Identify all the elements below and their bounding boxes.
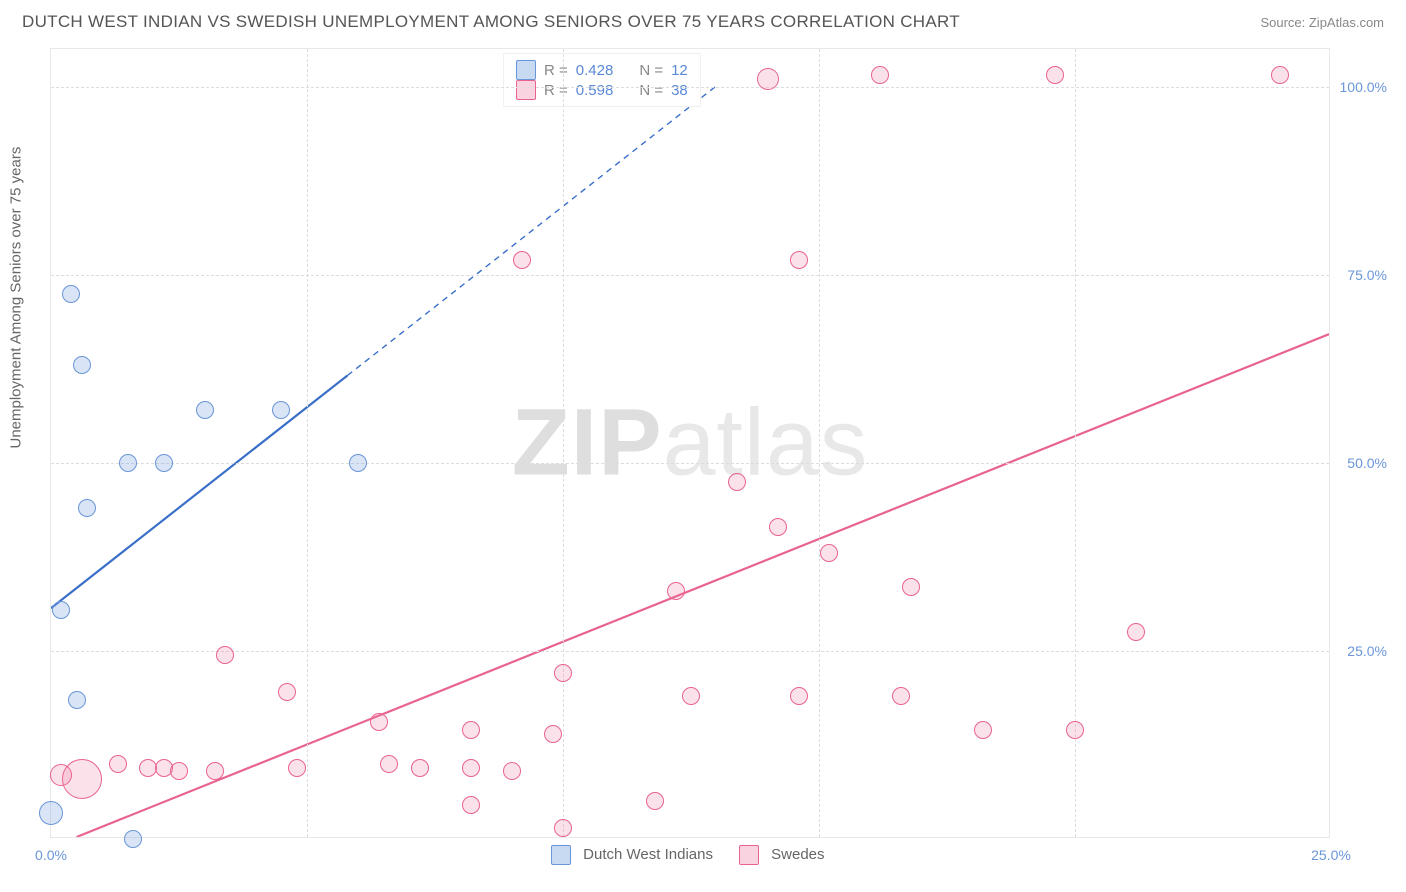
legend-item-swedes: Swedes	[739, 845, 825, 865]
gridline-horizontal	[51, 463, 1329, 464]
legend-swatch-swedes	[516, 80, 536, 100]
data-point-swedes	[554, 819, 572, 837]
legend-swatch-swedes-icon	[739, 845, 759, 865]
data-point-swedes	[682, 687, 700, 705]
watermark: ZIPatlas	[512, 389, 868, 498]
data-point-swedes	[278, 683, 296, 701]
data-point-swedes	[892, 687, 910, 705]
data-point-dwi	[155, 454, 173, 472]
x-tick-label: 25.0%	[1311, 847, 1351, 863]
data-point-swedes	[462, 759, 480, 777]
data-point-dwi	[62, 285, 80, 303]
data-point-dwi	[78, 499, 96, 517]
data-point-swedes	[820, 544, 838, 562]
data-point-dwi	[349, 454, 367, 472]
data-point-swedes	[380, 755, 398, 773]
legend-n-label: N =	[639, 62, 663, 79]
legend-r-label: R =	[544, 82, 568, 99]
data-point-swedes	[974, 721, 992, 739]
data-point-swedes	[871, 66, 889, 84]
legend-swatch-dwi	[516, 60, 536, 80]
watermark-bold: ZIP	[512, 390, 663, 496]
legend-r-value: 0.428	[576, 62, 614, 79]
legend-r-label: R =	[544, 62, 568, 79]
data-point-swedes	[728, 473, 746, 491]
data-point-dwi	[196, 401, 214, 419]
chart-plot-area: ZIPatlas R = 0.428 N = 12 R = 0.598 N = …	[50, 48, 1330, 838]
legend-n-label: N =	[639, 82, 663, 99]
data-point-swedes	[790, 251, 808, 269]
data-point-swedes	[462, 796, 480, 814]
data-point-swedes	[1046, 66, 1064, 84]
data-point-dwi	[52, 601, 70, 619]
legend-label-dwi: Dutch West Indians	[583, 846, 713, 863]
y-tick-label: 100.0%	[1335, 79, 1387, 95]
source-label: Source: ZipAtlas.com	[1260, 15, 1384, 30]
trend-line	[347, 87, 715, 376]
gridline-vertical	[819, 49, 820, 837]
data-point-dwi	[39, 801, 63, 825]
legend-item-dwi: Dutch West Indians	[551, 845, 713, 865]
gridline-vertical	[307, 49, 308, 837]
gridline-vertical	[1075, 49, 1076, 837]
trend-line	[77, 334, 1329, 837]
legend-r-value: 0.598	[576, 82, 614, 99]
legend-n-value: 38	[671, 82, 688, 99]
gridline-horizontal	[51, 87, 1329, 88]
header: DUTCH WEST INDIAN VS SWEDISH UNEMPLOYMEN…	[0, 0, 1406, 40]
data-point-swedes	[646, 792, 664, 810]
data-point-swedes	[411, 759, 429, 777]
data-point-swedes	[109, 755, 127, 773]
data-point-swedes	[554, 664, 572, 682]
legend-label-swedes: Swedes	[771, 846, 824, 863]
data-point-swedes	[902, 578, 920, 596]
data-point-dwi	[73, 356, 91, 374]
data-point-swedes	[1066, 721, 1084, 739]
data-point-swedes	[206, 762, 224, 780]
data-point-swedes	[790, 687, 808, 705]
data-point-swedes	[503, 762, 521, 780]
trend-lines-layer	[51, 49, 1329, 837]
legend-series: Dutch West Indians Swedes	[551, 845, 825, 865]
data-point-dwi	[272, 401, 290, 419]
y-axis-label: Unemployment Among Seniors over 75 years	[8, 147, 25, 449]
data-point-swedes	[544, 725, 562, 743]
legend-swatch-dwi-icon	[551, 845, 571, 865]
data-point-swedes	[155, 759, 173, 777]
y-tick-label: 75.0%	[1335, 267, 1387, 283]
data-point-swedes	[1271, 66, 1289, 84]
data-point-swedes	[513, 251, 531, 269]
legend-row-dwi: R = 0.428 N = 12	[516, 60, 688, 80]
data-point-swedes	[757, 68, 779, 90]
data-point-dwi	[124, 830, 142, 848]
data-point-swedes	[216, 646, 234, 664]
y-tick-label: 25.0%	[1335, 643, 1387, 659]
x-tick-label: 0.0%	[35, 847, 67, 863]
data-point-swedes	[667, 582, 685, 600]
data-point-swedes	[50, 764, 72, 786]
gridline-horizontal	[51, 651, 1329, 652]
watermark-light: atlas	[663, 390, 869, 496]
legend-row-swedes: R = 0.598 N = 38	[516, 80, 688, 100]
data-point-swedes	[462, 721, 480, 739]
legend-correlation: R = 0.428 N = 12 R = 0.598 N = 38	[503, 53, 701, 107]
chart-title: DUTCH WEST INDIAN VS SWEDISH UNEMPLOYMEN…	[22, 12, 960, 32]
data-point-swedes	[170, 762, 188, 780]
gridline-vertical	[563, 49, 564, 837]
data-point-dwi	[119, 454, 137, 472]
legend-n-value: 12	[671, 62, 688, 79]
y-tick-label: 50.0%	[1335, 455, 1387, 471]
data-point-swedes	[1127, 623, 1145, 641]
data-point-swedes	[370, 713, 388, 731]
data-point-dwi	[68, 691, 86, 709]
data-point-swedes	[288, 759, 306, 777]
gridline-horizontal	[51, 275, 1329, 276]
data-point-swedes	[769, 518, 787, 536]
